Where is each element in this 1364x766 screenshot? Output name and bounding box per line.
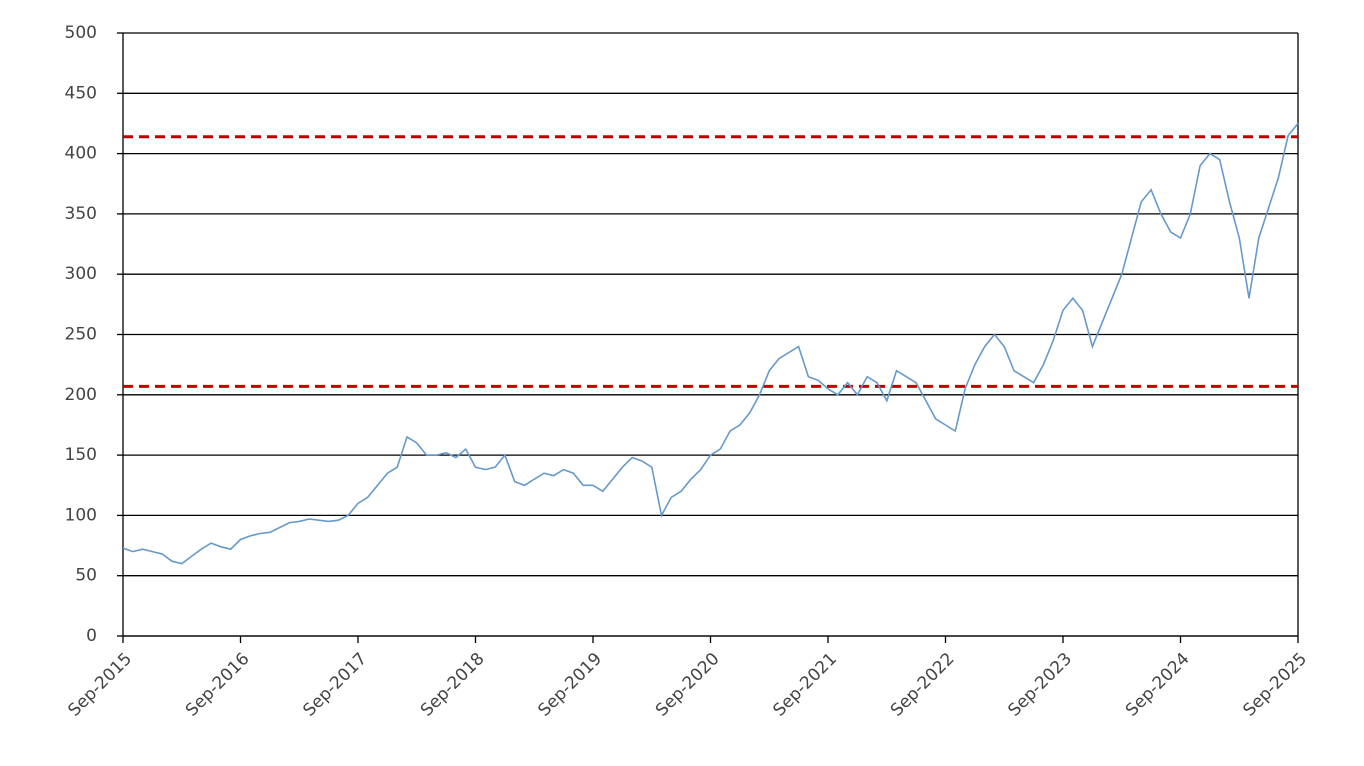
x-tick-label: Sep-2020 bbox=[652, 649, 724, 721]
y-tick-label: 150 bbox=[65, 445, 97, 465]
x-tick-label: Sep-2017 bbox=[299, 649, 371, 721]
y-tick-label: 50 bbox=[75, 566, 97, 586]
x-tick-label: Sep-2022 bbox=[887, 649, 959, 721]
x-tick-label: Sep-2025 bbox=[1239, 649, 1311, 721]
y-tick-label: 350 bbox=[65, 204, 97, 224]
y-tick-label: 200 bbox=[65, 385, 97, 405]
y-tick-label: 0 bbox=[86, 626, 97, 646]
x-tick-label: Sep-2019 bbox=[534, 649, 606, 721]
price-line bbox=[122, 122, 1299, 565]
x-tick-label: Sep-2015 bbox=[64, 649, 136, 721]
x-tick-label: Sep-2016 bbox=[182, 649, 254, 721]
x-tick-label: Sep-2023 bbox=[1004, 649, 1076, 721]
y-tick-label: 500 bbox=[65, 23, 97, 43]
x-tick-label: Sep-2018 bbox=[417, 649, 489, 721]
y-tick-label: 100 bbox=[65, 505, 97, 525]
y-tick-label: 400 bbox=[65, 144, 97, 164]
y-tick-label: 300 bbox=[65, 264, 97, 284]
x-tick-label: Sep-2024 bbox=[1122, 649, 1194, 721]
y-tick-label: 250 bbox=[65, 325, 97, 345]
y-tick-label: 450 bbox=[65, 83, 97, 103]
x-tick-label: Sep-2021 bbox=[769, 649, 841, 721]
